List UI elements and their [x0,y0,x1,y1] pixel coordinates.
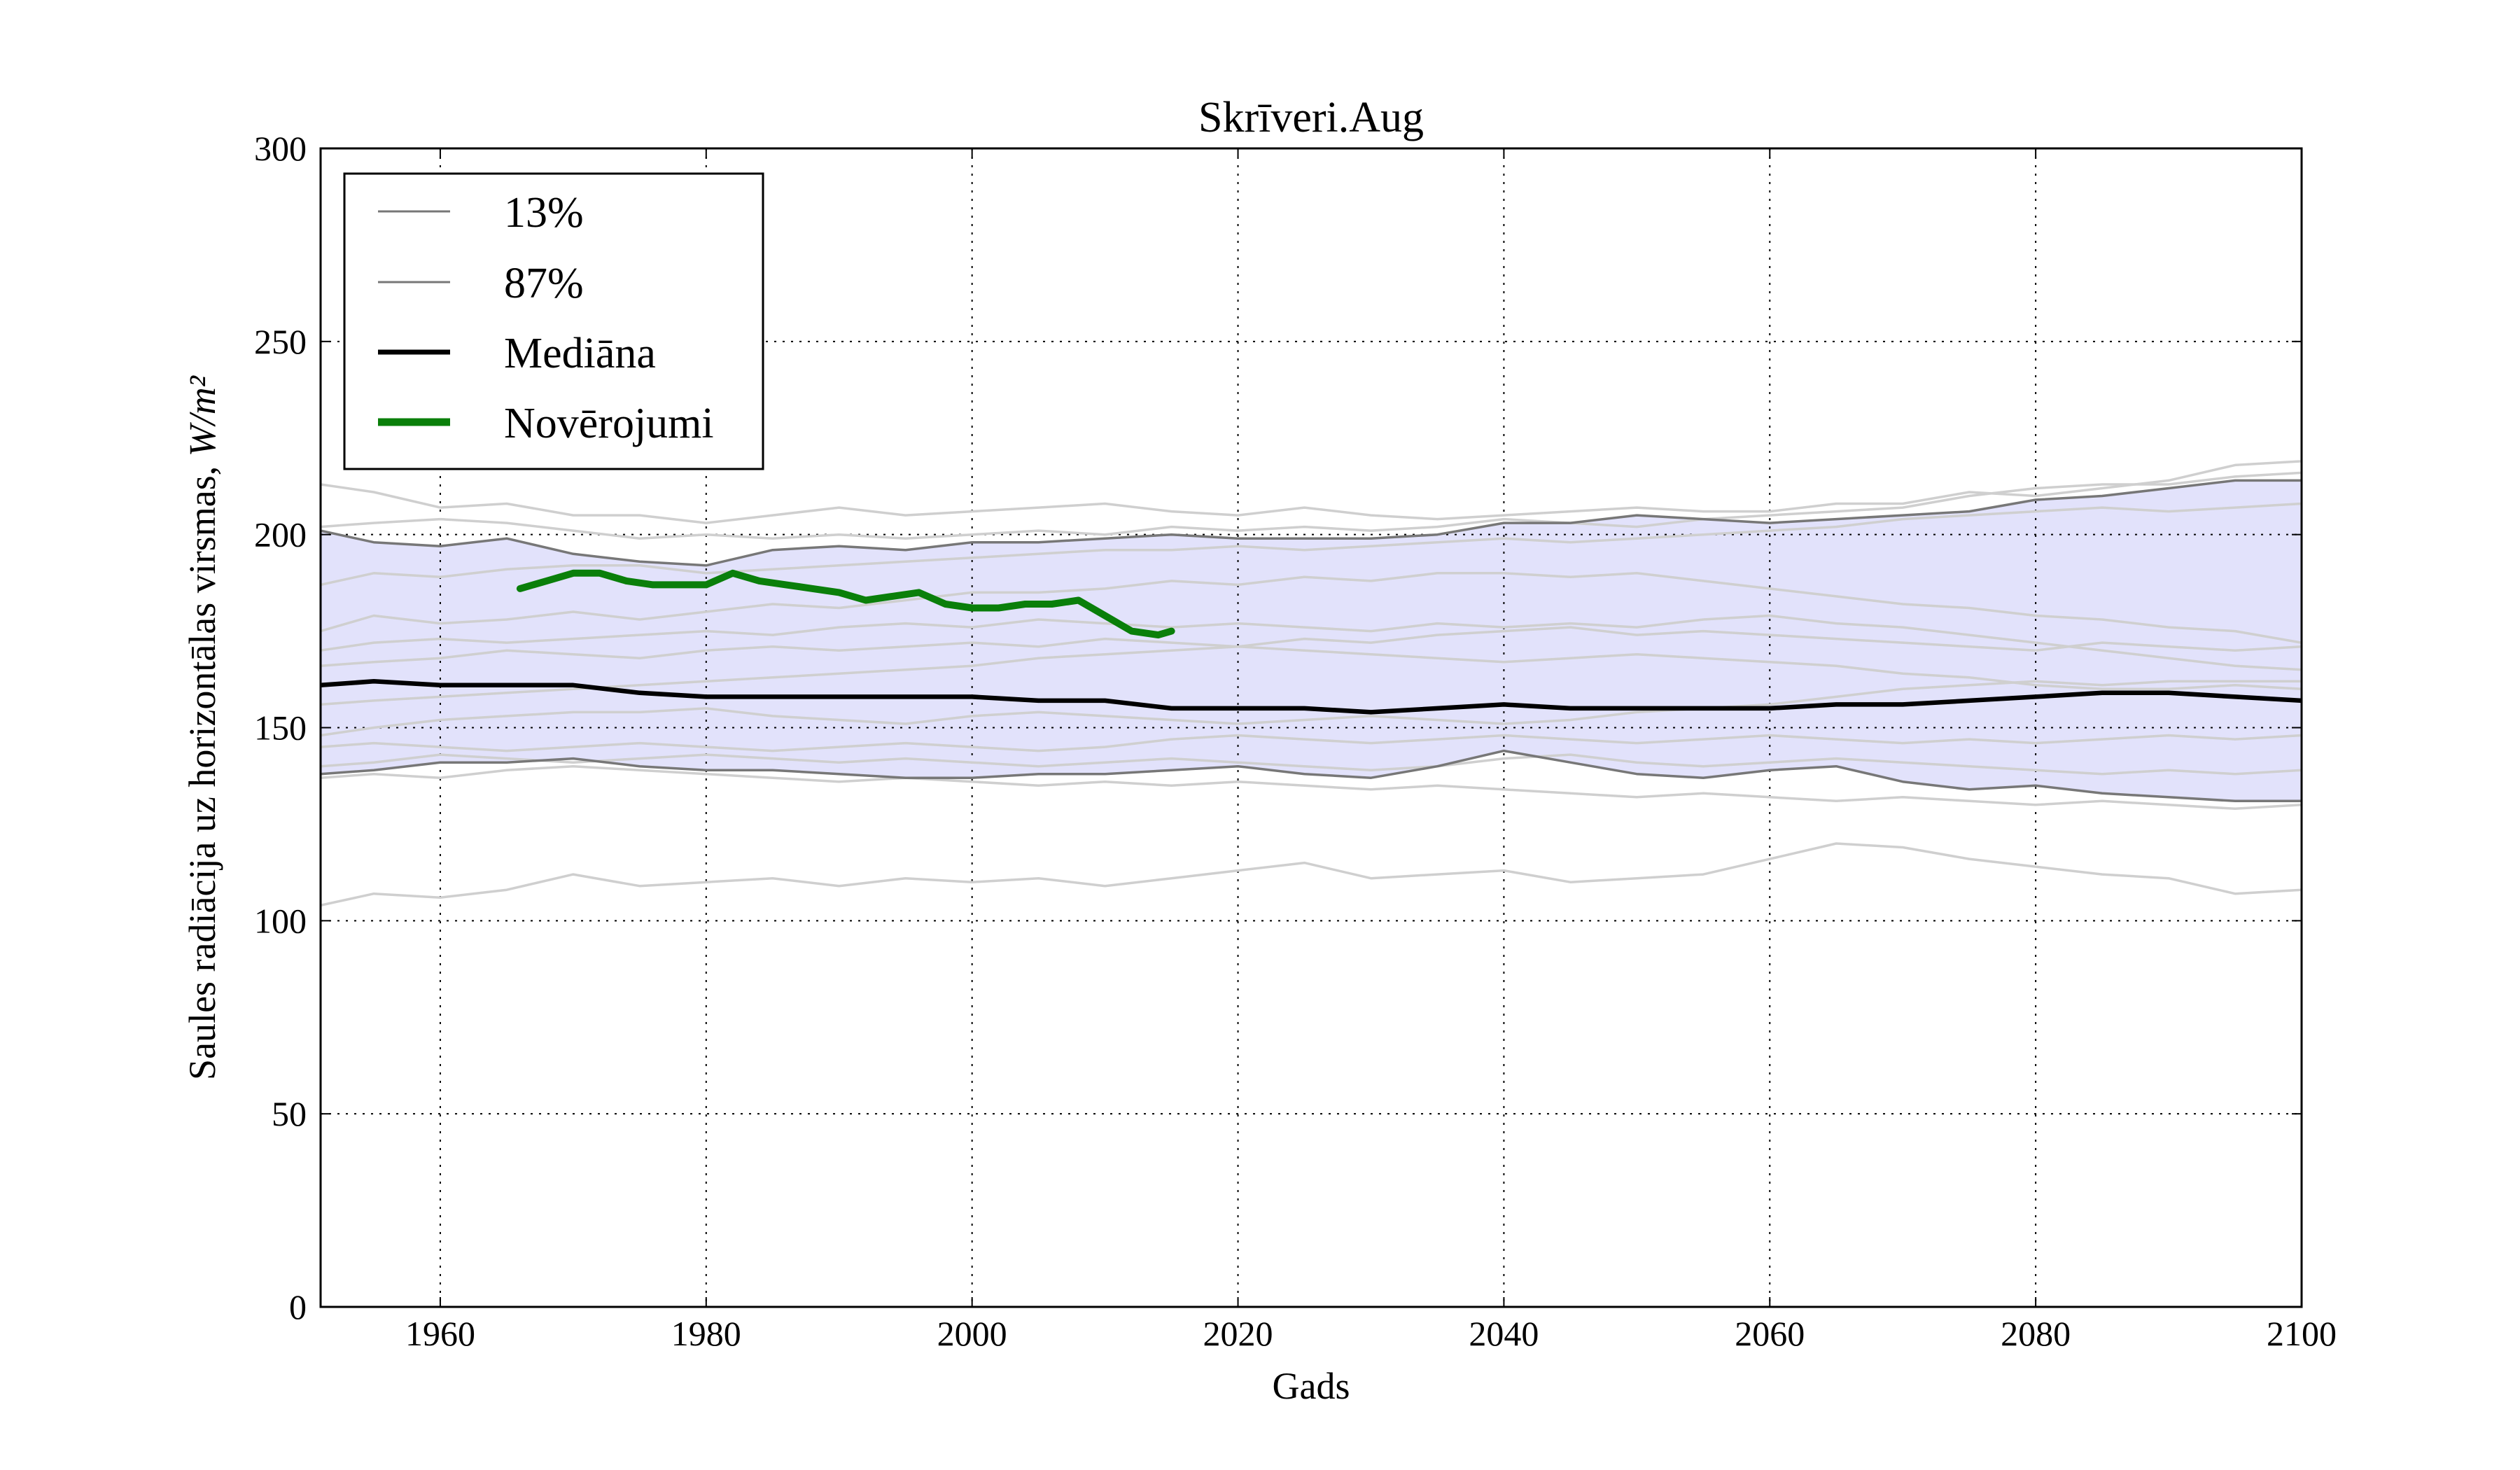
legend-label-87: 87% [504,260,584,307]
ensemble-line [321,842,2302,907]
legend-label-median: Mediāna [504,330,656,377]
x-tick-label: 2040 [1469,1314,1539,1353]
chart-title: Skrīveri.Aug [1198,94,1424,141]
ensemble-line [321,764,2302,811]
x-tick-label: 1980 [671,1314,741,1353]
y-axis-label-text: Saules radiācija uz horizontālas virsmas… [181,456,223,1080]
y-tick-label: 300 [254,129,307,168]
y-axis-unit: W/m² [181,375,223,456]
percentile-87-line [321,479,2302,567]
legend: 13% 87% Mediāna Novērojumi [343,172,764,470]
median-line [321,679,2302,715]
y-tick-label: 0 [289,1287,307,1326]
x-tick-labels: 1960 1980 2000 2020 2040 2060 2080 2100 [405,1314,2337,1353]
ensemble-line [321,471,2302,540]
legend-label-13: 13% [504,189,584,237]
x-tick-label: 2100 [2267,1314,2337,1353]
legend-label-observations: Novērojumi [504,400,714,447]
x-axis-label: Gads [1273,1365,1350,1407]
y-axis-label: Saules radiācija uz horizontālas virsmas… [181,375,223,1080]
y-tick-label: 50 [272,1094,307,1133]
percentile-band [321,480,2302,802]
y-tick-label: 200 [254,515,307,554]
ensemble-line [321,614,2302,671]
x-tick-label: 2060 [1735,1314,1805,1353]
ensemble-line [321,502,2302,587]
y-tick-label: 250 [254,322,307,361]
ensemble-line [321,460,2302,524]
x-tick-label: 1960 [405,1314,475,1353]
percentile-13-line [321,749,2302,803]
ensemble-line [321,753,2302,776]
y-tick-label: 100 [254,901,307,940]
y-tick-labels: 0 50 100 150 200 250 300 [254,129,307,1326]
x-tick-label: 2080 [2001,1314,2071,1353]
observations-line [516,569,1175,639]
ensemble-line [321,680,2302,737]
plot-area [319,147,2303,1308]
ensemble-line [321,626,2302,667]
ensemble-line [321,645,2302,706]
x-tick-label: 2000 [937,1314,1007,1353]
ensemble-line [321,734,2302,752]
ensemble-line [321,572,2302,644]
y-tick-label: 150 [254,708,307,748]
x-tick-label: 2020 [1203,1314,1273,1353]
